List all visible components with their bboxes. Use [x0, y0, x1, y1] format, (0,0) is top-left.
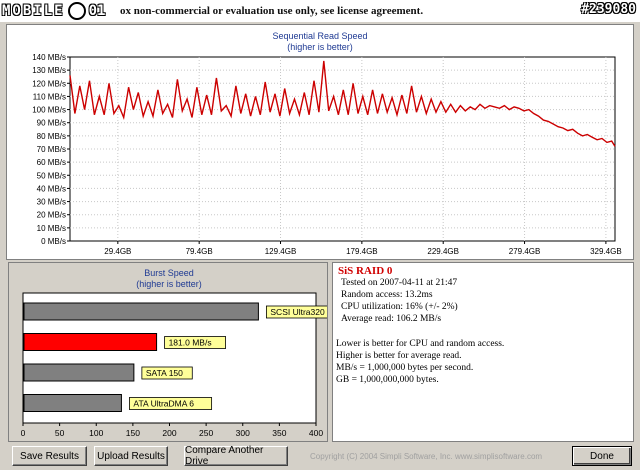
bar: [23, 302, 259, 321]
compare-drive-button[interactable]: Compare Another Drive: [184, 445, 288, 467]
x-tick-label: 150: [126, 428, 140, 438]
note-line: Higher is better for average read.: [336, 351, 462, 361]
upload-results-button[interactable]: Upload Results: [94, 446, 168, 466]
save-results-label: Save Results: [20, 450, 79, 462]
result-line: Random access: 13.2ms: [341, 290, 433, 300]
burst-speed-chart: Burst Speed(higher is better) 0 50 100 150 20…: [21, 268, 327, 438]
y-tick-label: 130 MB/s: [32, 66, 66, 75]
logo-number: 01: [88, 3, 106, 19]
save-results-button[interactable]: Save Results: [12, 446, 87, 466]
x-tick-label: 129.4GB: [265, 247, 297, 256]
watermark-tag: #239080: [581, 2, 636, 17]
burst-speed-panel: Burst Speed (higher is better) 0 50 100 150 20…: [8, 262, 328, 442]
read-speed-series-line: [69, 60, 616, 147]
y-tick-label: 30 MB/s: [37, 198, 66, 207]
bar: [23, 363, 135, 382]
x-tick-label: 350: [272, 428, 286, 438]
chart-subtitle: (higher is better): [287, 42, 353, 52]
note-line: MB/s = 1,000,000 bytes per second.: [336, 363, 474, 373]
watermark-bar: MOBILE 01 ox non-commercial or evaluatio…: [0, 0, 640, 22]
logo-ring-icon: [67, 2, 86, 20]
y-tick-label: 110 MB/s: [33, 92, 66, 101]
bar-label-box: [164, 336, 226, 349]
bar-label: SCSI Ultra320: [270, 307, 325, 317]
note-line: GB = 1,000,000,000 bytes.: [336, 375, 439, 385]
license-text: ox non-commercial or evaluation use only…: [120, 5, 424, 17]
x-tick-label: 300: [236, 428, 250, 438]
x-tick-label: 400: [309, 428, 323, 438]
x-tick-label: 0: [21, 428, 26, 438]
x-tick-label: 29.4GB: [104, 247, 131, 256]
x-tick-label: 179.4GB: [346, 247, 378, 256]
x-tick-label: 200: [162, 428, 176, 438]
y-tick-label: 40 MB/s: [37, 184, 66, 193]
bar: [23, 394, 122, 412]
result-panel: [332, 262, 634, 442]
y-tick-label: 10 MB/s: [37, 224, 66, 233]
x-tick-label: 50: [55, 428, 65, 438]
copyright-text: Copyright (C) 2004 Simpli Software, Inc.…: [310, 452, 543, 461]
y-tick-label: 70 MB/s: [37, 145, 66, 154]
x-tick-label: 79.4GB: [186, 247, 213, 256]
chart-subtitle: (higher is better): [136, 279, 202, 289]
y-tick-label: 90 MB/s: [37, 119, 66, 128]
x-tick-label: 250: [199, 428, 213, 438]
y-tick-label: 120 MB/s: [32, 79, 66, 88]
bar-label: ATA UltraDMA 6: [133, 399, 194, 409]
sequential-read-chart: Sequential Read Speed(higher is better) 0…: [32, 31, 622, 256]
bar-label: SATA 150: [146, 368, 183, 378]
done-button[interactable]: Done: [572, 446, 632, 466]
y-tick-label: 20 MB/s: [37, 211, 66, 220]
x-tick-label: 279.4GB: [509, 247, 541, 256]
compare-drive-label: Compare Another Drive: [185, 445, 264, 467]
bar-label-box: [129, 397, 213, 410]
y-tick-label: 50 MB/s: [37, 171, 66, 180]
x-tick-label: 100: [89, 428, 103, 438]
logo-text: MOBILE: [2, 3, 65, 19]
y-tick-label: 80 MB/s: [37, 132, 66, 141]
x-tick-label: 329.4GB: [590, 247, 622, 256]
bar-label: 181.0 MB/s: [169, 338, 212, 348]
chart-title: Burst Speed: [144, 268, 194, 278]
result-title: SiS RAID 0: [338, 265, 393, 277]
watermark-logo: MOBILE 01: [2, 1, 105, 21]
result-line: CPU utilization: 16% (+/- 2%): [341, 302, 458, 312]
y-tick-label: 60 MB/s: [37, 158, 66, 167]
upload-results-label: Upload Results: [97, 450, 165, 462]
x-tick-label: 229.4GB: [427, 247, 459, 256]
sequential-read-panel: Sequential Read Speed (higher is better) 0…: [6, 24, 634, 260]
result-line: Tested on 2007-04-11 at 21:47: [341, 278, 458, 288]
note-line: Lower is better for CPU and random acces…: [336, 339, 505, 349]
bar-label-box: [265, 305, 327, 319]
result-line: Average read: 106.2 MB/s: [341, 314, 442, 324]
done-label: Done: [590, 450, 614, 462]
y-tick-label: 100 MB/s: [32, 106, 66, 115]
chart-title: Sequential Read Speed: [272, 31, 367, 41]
bar-label-box: [141, 366, 193, 380]
bar-highlight: [23, 333, 158, 351]
y-tick-label: 0 MB/s: [41, 237, 66, 246]
y-tick-label: 140 MB/s: [32, 53, 66, 62]
